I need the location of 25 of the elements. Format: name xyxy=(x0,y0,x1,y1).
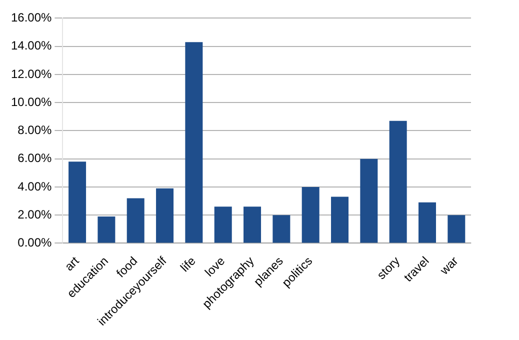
x-tick-label: war xyxy=(436,254,461,278)
y-tick-label: 14.00% xyxy=(10,38,52,53)
bar xyxy=(126,198,144,243)
bar xyxy=(389,120,407,243)
y-tick-label: 16.00% xyxy=(10,10,52,25)
bar xyxy=(272,215,290,243)
x-tick-label: life xyxy=(178,254,199,275)
bar xyxy=(185,42,203,243)
bar xyxy=(360,158,378,243)
y-tick-label: 2.00% xyxy=(18,207,52,222)
y-tick-label: 6.00% xyxy=(18,151,52,166)
bar xyxy=(418,202,436,243)
y-tick-label: 8.00% xyxy=(18,123,52,138)
bar xyxy=(302,186,320,243)
y-tick-label: 10.00% xyxy=(10,94,52,109)
y-tick-label: 12.00% xyxy=(10,66,52,81)
bar xyxy=(448,215,466,243)
bar xyxy=(156,188,174,243)
bar xyxy=(331,196,349,243)
bar xyxy=(98,216,116,243)
y-tick-label: 0.00% xyxy=(18,236,52,250)
y-tick-label: 4.00% xyxy=(18,179,52,194)
bar xyxy=(214,206,232,243)
bar xyxy=(68,162,86,243)
bar xyxy=(244,206,262,243)
